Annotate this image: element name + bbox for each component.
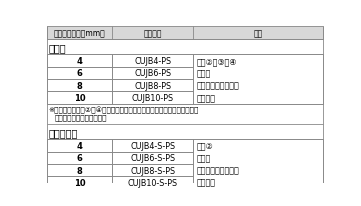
Text: 複動形: 複動形 [49, 43, 66, 53]
Text: 番号②、③、④: 番号②、③、④ [197, 57, 237, 66]
Text: 4: 4 [77, 141, 83, 150]
Bar [112, 80, 193, 92]
Text: CUJB10-S-PS: CUJB10-S-PS [127, 178, 178, 187]
Text: 番号②: 番号② [197, 141, 213, 150]
Bar [47, 67, 112, 80]
Text: 号にて手配してください。: 号にて手配してください。 [55, 114, 107, 121]
Bar [47, 80, 112, 92]
Bar [112, 176, 193, 188]
Text: および: および [197, 69, 211, 78]
Text: CUJB6-S-PS: CUJB6-S-PS [130, 153, 175, 163]
Text: 10: 10 [74, 178, 86, 187]
Text: CUJB8-PS: CUJB8-PS [134, 81, 171, 90]
Bar [47, 27, 323, 40]
Text: 10: 10 [74, 94, 86, 102]
Text: CUJB8-S-PS: CUJB8-S-PS [130, 166, 175, 175]
Text: 単動押出形: 単動押出形 [49, 127, 78, 137]
Bar [112, 140, 193, 152]
Text: 専用グリースパック: 専用グリースパック [197, 81, 239, 90]
Text: 6: 6 [77, 69, 83, 78]
Bar [47, 140, 112, 152]
Text: および: および [197, 153, 211, 163]
Text: CUJB10-PS: CUJB10-PS [132, 94, 174, 102]
Bar [112, 152, 193, 164]
Bar [112, 92, 193, 104]
Text: 6: 6 [77, 153, 83, 163]
Bar [112, 67, 193, 80]
Text: チューブ内径（mm）: チューブ内径（mm） [54, 29, 105, 38]
Text: 専用グリースパック: 専用グリースパック [197, 166, 239, 175]
Bar [47, 27, 323, 40]
Text: 8: 8 [77, 81, 83, 90]
Text: CUJB4-S-PS: CUJB4-S-PS [130, 141, 175, 150]
Text: CUJB6-PS: CUJB6-PS [134, 69, 171, 78]
Text: 8: 8 [77, 166, 83, 175]
Bar [112, 55, 193, 67]
Text: CUJB4-PS: CUJB4-PS [134, 57, 171, 66]
Text: 内容: 内容 [253, 29, 262, 38]
Text: ※パッキンセット②～④が一式となっておりますので各チューブの手配番: ※パッキンセット②～④が一式となっておりますので各チューブの手配番 [48, 106, 199, 113]
Bar [47, 152, 112, 164]
Bar [112, 164, 193, 176]
Bar [47, 55, 112, 67]
Text: 手配番号: 手配番号 [143, 29, 162, 38]
Bar [47, 92, 112, 104]
Bar [47, 176, 112, 188]
Text: のセット: のセット [197, 178, 216, 187]
Text: のセット: のセット [197, 94, 216, 102]
Text: 4: 4 [77, 57, 83, 66]
Bar [47, 164, 112, 176]
